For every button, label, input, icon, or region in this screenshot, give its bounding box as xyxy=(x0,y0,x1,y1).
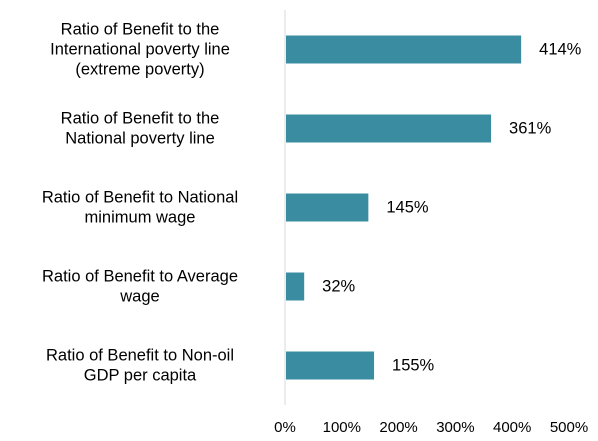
tick-label-3: 300% xyxy=(436,419,474,436)
bar-0 xyxy=(286,35,522,64)
tick-label-2: 200% xyxy=(379,419,417,436)
bar-3 xyxy=(286,272,305,301)
category-label-0: Ratio of Benefit to the International pov… xyxy=(50,21,230,79)
data-label-3: 32% xyxy=(322,278,355,296)
data-label-2: 145% xyxy=(386,199,429,217)
category-label-2: Ratio of Benefit to National minimum wage xyxy=(42,189,238,227)
bar-2 xyxy=(286,193,369,222)
tick-label-5: 500% xyxy=(550,419,588,436)
category-labels: Ratio of Benefit to the International pov… xyxy=(42,21,238,385)
bar-4 xyxy=(286,351,375,380)
bar-series xyxy=(286,35,522,380)
tick-label-1: 100% xyxy=(323,419,361,436)
data-label-4: 155% xyxy=(392,357,435,375)
data-label-0: 414% xyxy=(539,41,582,59)
data-label-1: 361% xyxy=(509,120,552,138)
tick-label-0: 0% xyxy=(274,419,296,436)
category-label-3: Ratio of Benefit to Average wage xyxy=(42,268,238,306)
data-labels: 414% 361% 145% 32% 155% xyxy=(322,41,582,375)
category-label-1: Ratio of Benefit to the National poverty … xyxy=(61,110,220,148)
tick-label-4: 400% xyxy=(493,419,531,436)
value-axis-ticks: 0% 100% 200% 300% 400% 500% xyxy=(274,419,588,436)
category-label-4: Ratio of Benefit to Non-oil GDP per capit… xyxy=(46,347,234,385)
bar-1 xyxy=(286,114,492,143)
